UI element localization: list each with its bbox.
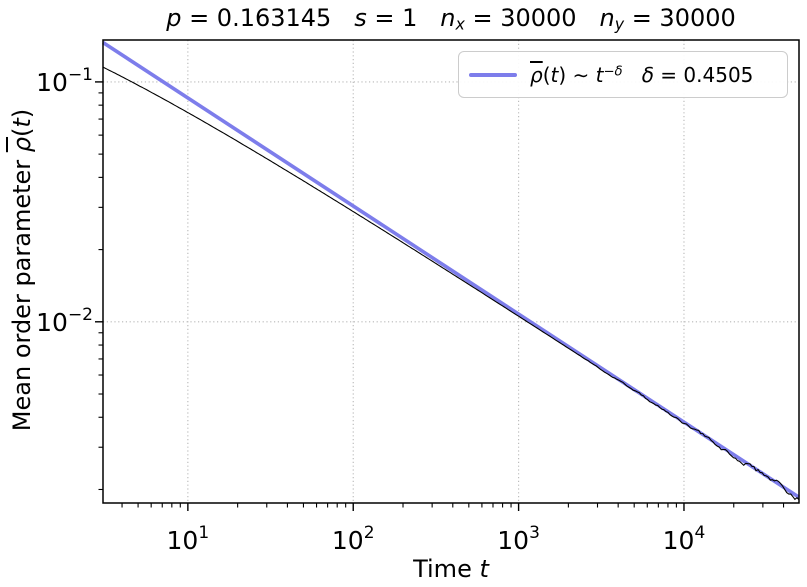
x-tick-label: 102	[332, 523, 375, 555]
y-tick-exponent: −2	[68, 305, 93, 325]
text-segment: t	[8, 118, 36, 128]
text-segment: )	[8, 108, 36, 119]
text-segment	[417, 4, 440, 32]
x-axis-label: Time t	[103, 555, 799, 583]
plot-title: p = 0.163145 s = 1 nx = 30000 ny = 30000	[103, 3, 799, 39]
x-tick-exponent: 2	[364, 523, 375, 543]
text-segment: ) ∼	[558, 62, 596, 87]
text-segment: x	[455, 14, 465, 34]
legend-label: ρ(t) ∼ t−δ δ = 0.4505	[530, 63, 753, 87]
data-line	[102, 66, 800, 501]
x-tick-label: 103	[497, 523, 540, 555]
text-segment	[623, 63, 642, 87]
y-tick-label: 10−1	[36, 65, 93, 97]
text-segment: n	[440, 4, 456, 32]
text-segment: p	[166, 4, 182, 32]
text-segment: = 30000	[464, 4, 577, 32]
text-segment: s	[354, 4, 367, 32]
text-segment: (	[542, 62, 551, 87]
text-segment: n	[599, 4, 615, 32]
text-segment: (	[8, 127, 36, 137]
x-tick-exponent: 1	[198, 523, 209, 543]
y-tick-exponent: −1	[68, 65, 93, 85]
text-segment	[331, 4, 354, 32]
x-tick-label: 104	[663, 523, 706, 555]
axes-spines	[102, 39, 800, 504]
text-segment: ρ	[530, 62, 543, 87]
text-segment	[577, 4, 600, 32]
text-segment: t	[479, 555, 489, 583]
text-segment: ρ	[8, 136, 36, 153]
text-segment: −δ	[603, 63, 623, 79]
text-segment: = 1	[366, 4, 418, 32]
y-tick-label: 10−2	[36, 305, 93, 337]
text-segment: = 0.163145	[181, 4, 332, 32]
text-segment: δ	[641, 62, 654, 87]
text-segment: t	[595, 62, 604, 87]
fit-line	[102, 40, 800, 499]
y-axis-label: Mean order parameter ρ(t)	[8, 109, 36, 431]
x-tick-exponent: 3	[529, 523, 540, 543]
text-segment: = 0.4505	[653, 62, 754, 87]
text-segment: t	[550, 62, 559, 87]
legend-line-sample	[469, 72, 517, 77]
x-tick-exponent: 4	[694, 523, 705, 543]
legend-box: ρ(t) ∼ t−δ δ = 0.4505	[458, 51, 788, 98]
x-tick-label: 101	[167, 523, 210, 555]
text-segment: Time	[413, 555, 480, 583]
text-segment: Mean order parameter	[8, 152, 36, 432]
text-segment: = 30000	[624, 4, 736, 32]
text-segment: y	[614, 14, 625, 34]
